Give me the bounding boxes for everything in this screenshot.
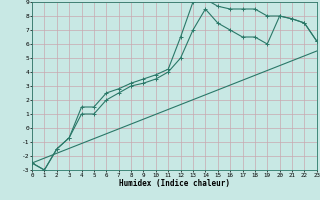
X-axis label: Humidex (Indice chaleur): Humidex (Indice chaleur) (119, 179, 230, 188)
